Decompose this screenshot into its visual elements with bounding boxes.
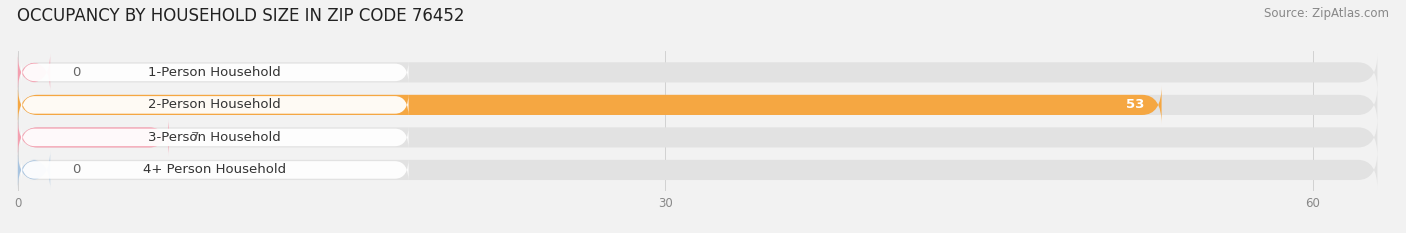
Text: 1-Person Household: 1-Person Household [149, 66, 281, 79]
FancyBboxPatch shape [18, 53, 51, 92]
Text: 0: 0 [72, 66, 80, 79]
FancyBboxPatch shape [18, 53, 1378, 92]
Text: 0: 0 [72, 163, 80, 176]
FancyBboxPatch shape [18, 151, 51, 189]
FancyBboxPatch shape [21, 93, 409, 116]
Text: 3-Person Household: 3-Person Household [149, 131, 281, 144]
FancyBboxPatch shape [18, 118, 169, 157]
Text: OCCUPANCY BY HOUSEHOLD SIZE IN ZIP CODE 76452: OCCUPANCY BY HOUSEHOLD SIZE IN ZIP CODE … [17, 7, 464, 25]
FancyBboxPatch shape [18, 86, 1378, 124]
Text: 7: 7 [190, 131, 200, 144]
Text: 4+ Person Household: 4+ Person Household [143, 163, 287, 176]
Text: 53: 53 [1126, 98, 1144, 111]
FancyBboxPatch shape [18, 86, 1161, 124]
Text: Source: ZipAtlas.com: Source: ZipAtlas.com [1264, 7, 1389, 20]
FancyBboxPatch shape [18, 118, 1378, 157]
Text: 2-Person Household: 2-Person Household [149, 98, 281, 111]
FancyBboxPatch shape [21, 126, 409, 149]
FancyBboxPatch shape [21, 158, 409, 182]
FancyBboxPatch shape [18, 151, 1378, 189]
FancyBboxPatch shape [21, 61, 409, 84]
